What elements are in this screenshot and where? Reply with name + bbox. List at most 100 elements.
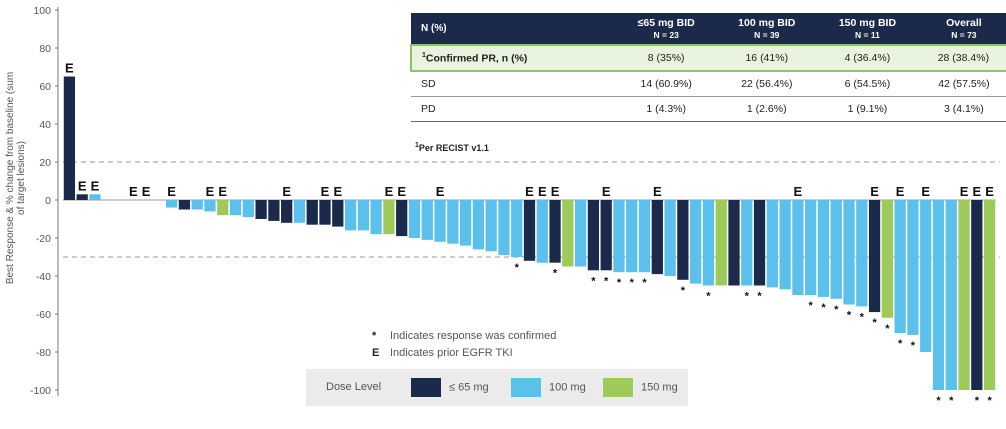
confirmed-marker: * [515, 262, 520, 274]
bar [574, 200, 587, 267]
note-text: Indicates response was confirmed [390, 330, 557, 342]
bar [766, 200, 778, 288]
legend-label: 150 mg [641, 381, 678, 394]
bar [293, 200, 306, 223]
confirmed-marker: * [872, 317, 877, 329]
egfr-marker: E [972, 184, 981, 199]
bar [715, 200, 727, 286]
legend-label: 100 mg [549, 381, 586, 394]
bar [562, 200, 574, 267]
legend: Dose Level ≤ 65 mg 100 mg 150 mg [306, 369, 688, 406]
header-title: 100 mg BID [738, 17, 796, 29]
bar [319, 200, 331, 225]
y-tick-label: 80 [39, 43, 51, 55]
y-axis: 100 80 60 40 20 0 -20 -40 -60 -80 -100 [30, 5, 59, 397]
e-symbol: E [372, 347, 380, 359]
egfr-marker: E [985, 184, 994, 199]
y-tick-label: 40 [39, 119, 51, 131]
bar [690, 200, 702, 284]
egfr-marker: E [167, 184, 176, 199]
header-sub: N = 73 [951, 30, 977, 40]
bar [830, 200, 842, 299]
bar [894, 200, 906, 333]
legend-item-150: 150 mg [603, 378, 678, 397]
header-sub: N = 23 [653, 30, 679, 40]
table-cell: 42 (57.5%) [917, 71, 1006, 97]
bar [677, 200, 689, 280]
asterisk-symbol: * [372, 330, 377, 342]
header-n-pct: N (%) [411, 13, 616, 45]
bar [600, 200, 612, 271]
egfr-marker: E [129, 184, 138, 199]
egfr-marker: E [206, 184, 215, 199]
bar [971, 200, 983, 390]
confirmed-marker: * [987, 395, 992, 407]
bar [664, 200, 676, 276]
bar [306, 200, 318, 225]
bar [191, 200, 203, 210]
bar [166, 200, 178, 208]
bar [447, 200, 459, 244]
header-title: ≤65 mg BID [637, 17, 695, 29]
egfr-marker: E [436, 184, 445, 199]
bar [89, 194, 101, 200]
bar [549, 200, 561, 263]
header-sub: N = 11 [855, 30, 880, 40]
bar [920, 200, 932, 352]
bars [63, 76, 996, 390]
confirmed-marker: * [553, 268, 558, 280]
egfr-marker: E [602, 184, 611, 199]
egfr-marker: E [538, 184, 547, 199]
egfr-marker: E [551, 184, 560, 199]
bar [485, 200, 497, 252]
confirmed-marker: * [642, 277, 647, 289]
bar [229, 200, 242, 216]
confirmed-marker: * [898, 338, 903, 350]
y-tick-label: 20 [39, 157, 51, 169]
header-le65: ≤65 mg BID N = 23 [615, 13, 717, 45]
bar [242, 200, 254, 218]
egfr-marker: E [333, 184, 342, 199]
bar [434, 200, 446, 242]
bar [217, 200, 229, 216]
legend-item-100: 100 mg [511, 378, 586, 397]
bar [958, 200, 970, 390]
bar [626, 200, 638, 273]
confirmed-marker: * [834, 304, 839, 316]
bar [357, 200, 369, 231]
bar [536, 200, 548, 263]
legend-title: Dose Level [326, 381, 382, 393]
header-overall: Overall N = 73 [917, 13, 1006, 45]
confirmed-marker: * [975, 395, 980, 407]
table-cell: 16 (41%) [716, 44, 818, 72]
egfr-marker: E [142, 184, 151, 199]
egfr-marker: E [321, 184, 330, 199]
bar [945, 200, 957, 390]
confirmed-marker: * [936, 395, 941, 407]
legend-item-le65: ≤ 65 mg [411, 378, 489, 397]
table-cell: 14 (60.9%) [615, 71, 717, 97]
y-tick-label: 0 [45, 195, 51, 207]
bar [613, 200, 625, 273]
table-cell: 6 (54.5%) [817, 71, 918, 97]
confirmed-note: * Indicates response was confirmed [372, 330, 556, 342]
bar [805, 200, 817, 295]
table-cell: 22 (56.4%) [716, 71, 818, 97]
egfr-marker: E [921, 184, 930, 199]
confirmed-marker: * [809, 300, 814, 312]
bar [817, 200, 830, 297]
bar [651, 200, 663, 275]
egfr-marker: E [525, 184, 534, 199]
bar [281, 200, 293, 223]
header-title: Overall [946, 17, 982, 29]
bar [702, 200, 715, 286]
bar [881, 200, 893, 318]
table-cell: 4 (36.4%) [817, 44, 918, 72]
egfr-marker: E [91, 178, 100, 193]
confirmed-marker: * [757, 291, 762, 303]
bar [472, 200, 485, 250]
y-tick-label: 60 [39, 81, 51, 93]
egfr-marker: E [218, 184, 227, 199]
legend-swatch [511, 378, 541, 397]
